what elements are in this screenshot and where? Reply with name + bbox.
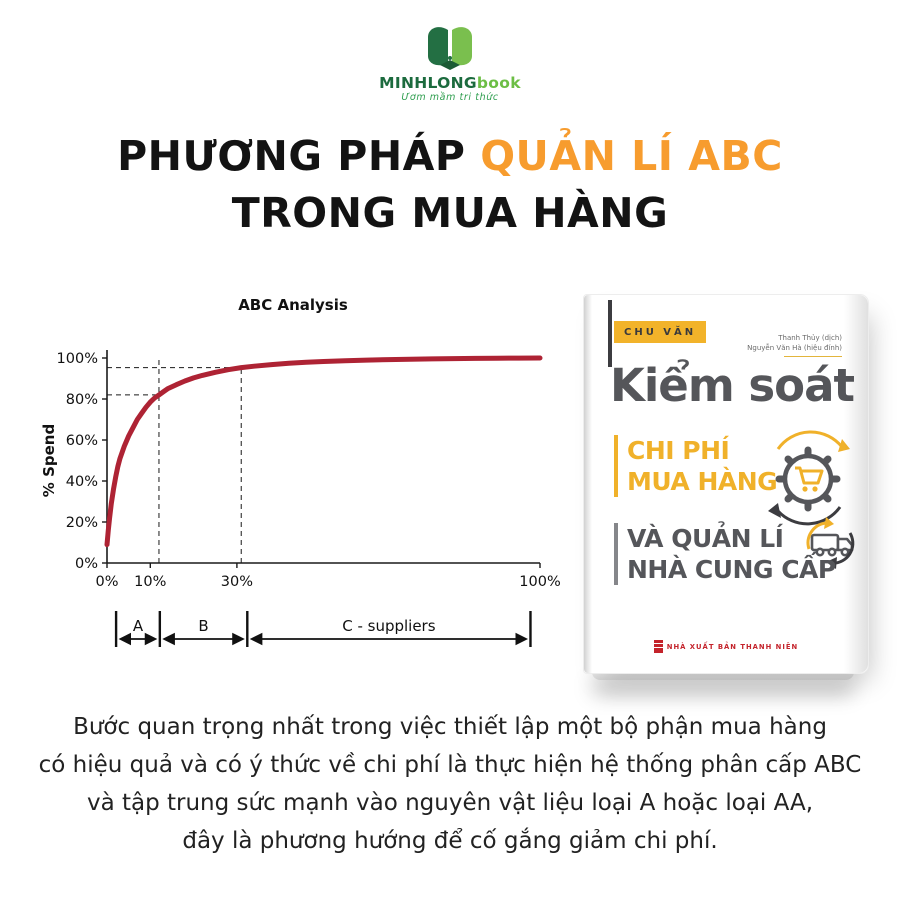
book-subtitle-supplier: VÀ QUẢN LÍ NHÀ CUNG CẤP <box>614 523 836 585</box>
svg-text:A: A <box>133 617 144 635</box>
brand-name: MINHLONGbook <box>379 75 521 91</box>
abc-analysis-chart-svg: ABC Analysis % Spend 0% 20% 40% 60% 80% 100% 0% 1… <box>40 296 561 590</box>
credits-underline <box>784 356 842 357</box>
book-subtitle-cost: CHI PHÍ MUA HÀNG <box>614 435 778 497</box>
svg-text:10%: 10% <box>134 574 166 590</box>
credit-line-1: Thanh Thủy (dịch) <box>778 334 842 342</box>
brand-name-main: MINHLONG <box>379 74 477 92</box>
description-line-3: và tập trung sức mạnh vào nguyên vật liệ… <box>86 790 814 816</box>
brand-tagline: Ươm mầm tri thức <box>401 92 499 103</box>
author-badge: CHU VĂN <box>614 321 707 343</box>
publisher-row: NHÀ XUẤT BẢN THANH NIÊN <box>584 640 868 653</box>
brand-name-suffix: book <box>476 74 521 92</box>
description-paragraph: Bước quan trọng nhất trong việc thiết lậ… <box>0 708 900 860</box>
gear-cart-truck-icon <box>768 430 855 569</box>
open-book-icon <box>428 27 472 70</box>
book-subtitle-cost-line2: MUA HÀNG <box>627 467 778 496</box>
brand-logo: MINHLONGbook Ươm mầm tri thức <box>0 24 900 103</box>
svg-text:% Spend: % Spend <box>40 424 58 497</box>
book-title-main: Kiểm soát <box>610 359 855 412</box>
publisher-name: NHÀ XUẤT BẢN THANH NIÊN <box>666 642 799 651</box>
book-cover: CHU VĂN Thanh Thủy (dịch) Nguyễn Văn Hà … <box>583 294 869 674</box>
svg-text:100%: 100% <box>57 351 98 367</box>
page-title-line1-prefix: PHƯƠNG PHÁP <box>117 132 481 180</box>
svg-text:80%: 80% <box>66 392 98 408</box>
svg-text:20%: 20% <box>66 515 98 531</box>
page-title: PHƯƠNG PHÁP QUẢN LÍ ABC TRONG MUA HÀNG <box>0 128 900 242</box>
svg-text:ABC Analysis: ABC Analysis <box>238 296 348 314</box>
description-line-2: có hiệu quả và có ý thức về chi phí là t… <box>38 752 862 778</box>
svg-text:30%: 30% <box>221 574 253 590</box>
page-title-line2: TRONG MUA HÀNG <box>231 189 669 237</box>
book-subtitle-supplier-line2: NHÀ CUNG CẤP <box>627 555 836 584</box>
svg-text:40%: 40% <box>66 474 98 490</box>
page-title-line1: PHƯƠNG PHÁP QUẢN LÍ ABC <box>0 128 900 185</box>
book-subtitle-cost-line1: CHI PHÍ <box>627 436 730 465</box>
svg-text:C - suppliers: C - suppliers <box>342 617 436 635</box>
svg-text:B: B <box>198 617 208 635</box>
svg-text:0%: 0% <box>95 574 118 590</box>
cover-vertical-rule <box>608 300 612 367</box>
abc-segments: A B C - suppliers <box>20 601 568 661</box>
book-subtitle-supplier-line1: VÀ QUẢN LÍ <box>627 524 784 553</box>
svg-text:0%: 0% <box>75 556 98 572</box>
svg-text:60%: 60% <box>66 433 98 449</box>
description-line-1: Bước quan trọng nhất trong việc thiết lậ… <box>73 714 827 740</box>
page-title-line1-highlight: QUẢN LÍ ABC <box>480 132 783 180</box>
svg-text:100%: 100% <box>519 574 560 590</box>
translator-credits: Thanh Thủy (dịch) Nguyễn Văn Hà (hiệu đí… <box>747 333 842 357</box>
abc-analysis-chart: ABC Analysis % Spend 0% 20% 40% 60% 80% 100% 0% 1… <box>20 288 568 624</box>
publisher-logo-icon <box>653 640 663 653</box>
description-line-4: đây là phương hướng để cố gắng giảm chi … <box>182 828 718 854</box>
credit-line-2: Nguyễn Văn Hà (hiệu đính) <box>747 344 842 352</box>
abc-segments-svg: A B C - suppliers <box>114 611 532 647</box>
